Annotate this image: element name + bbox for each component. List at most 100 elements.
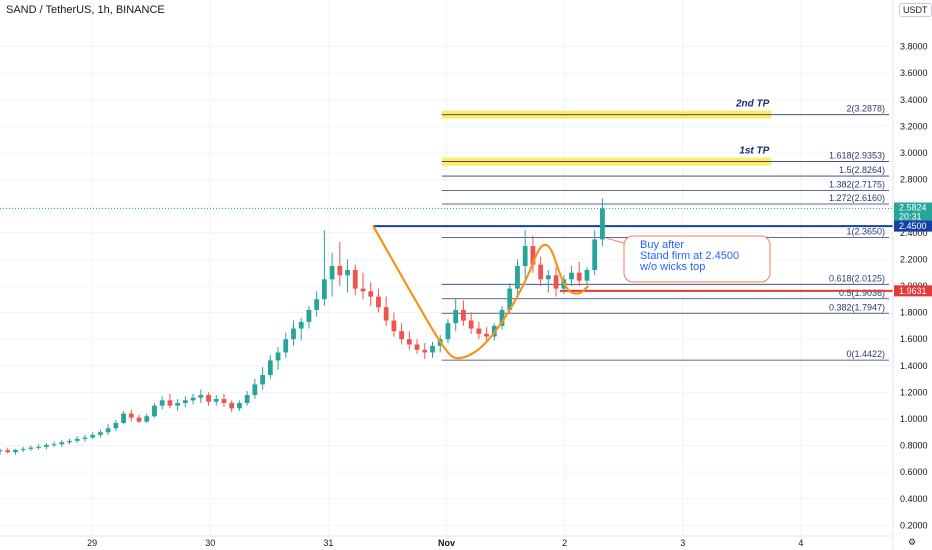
fib-level-label: 1.382(2.7175) — [829, 180, 885, 190]
candle-body — [422, 349, 428, 353]
y-tick-label: 2.2000 — [900, 254, 928, 264]
candle-body — [430, 345, 435, 353]
support-price-tag: 1.9631 — [899, 286, 927, 296]
y-tick-label: 0.8000 — [900, 441, 928, 451]
candle-body — [360, 288, 366, 292]
fib-level-label: 1.5(2.8264) — [839, 165, 885, 175]
candle-body — [545, 275, 551, 280]
candle-body — [399, 331, 405, 340]
candle-body — [82, 437, 88, 439]
candle-body — [144, 416, 150, 422]
candle-body — [345, 269, 350, 276]
candle-body — [90, 434, 96, 438]
fib-level-label: 0.618(2.0125) — [829, 273, 885, 283]
candle-body — [229, 402, 235, 409]
currency-button[interactable]: USDT — [899, 3, 932, 17]
y-tick-label: 3.6000 — [900, 68, 928, 78]
candle-body — [206, 395, 211, 402]
y-tick-label: 1.6000 — [900, 334, 928, 344]
candle-body — [221, 399, 227, 403]
candle-body — [576, 272, 582, 281]
horizontal-levels — [0, 207, 893, 292]
y-tick-label: 3.0000 — [900, 148, 928, 158]
y-tick-label: 2.4000 — [900, 228, 928, 238]
candle-body — [461, 309, 466, 321]
y-tick-label: 0.6000 — [900, 467, 928, 477]
fib-level-label: 2(3.2878) — [846, 104, 885, 114]
candle-body — [275, 352, 281, 361]
candle-body — [298, 321, 304, 329]
candle-body — [51, 444, 57, 446]
countdown-tag: 20:31 — [899, 211, 922, 221]
candle-body — [267, 360, 273, 376]
x-tick-label: 2 — [562, 538, 567, 548]
fib-level-label: 0.5(1.9036) — [839, 288, 885, 298]
candle-body — [569, 272, 574, 280]
cup-and-handle-path — [372, 225, 590, 360]
candle-body — [244, 395, 250, 403]
candle-body — [376, 296, 381, 308]
candle-body — [383, 307, 389, 321]
y-tick-label: 0.4000 — [900, 494, 928, 504]
candle-body — [453, 309, 459, 324]
y-tick-label: 3.8000 — [900, 42, 928, 52]
candle-body — [113, 422, 119, 429]
candle-body — [198, 395, 204, 398]
candle-body — [0, 450, 3, 452]
current-price-tag: 2.5824 — [899, 202, 927, 212]
time-axis[interactable]: 29 30 31 Nov 2 3 4 — [87, 538, 803, 548]
candle-body — [136, 417, 142, 422]
y-tick-label: 1.0000 — [900, 414, 928, 424]
callout-box — [623, 235, 771, 283]
candle-body — [530, 246, 536, 265]
fib-level-label: 1(2.3650) — [846, 226, 885, 236]
candle-body — [167, 400, 173, 406]
candle-body — [190, 397, 196, 401]
candle-body — [67, 440, 72, 443]
chart-title: SAND / TetherUS, 1h, BINANCE — [6, 4, 165, 16]
fib-level-label: 1.618(2.9353) — [829, 151, 885, 161]
candle-body — [592, 239, 598, 270]
candle-body — [445, 323, 451, 340]
candle-body — [28, 447, 34, 449]
candle-body — [74, 438, 80, 441]
callout-line-3: w/o wicks top — [639, 261, 705, 273]
x-tick-label: 3 — [680, 538, 685, 548]
candle-body — [414, 344, 420, 350]
callout-line-1: Buy after — [640, 239, 684, 251]
candle-body — [260, 375, 265, 385]
candle-body — [13, 449, 18, 453]
candle-body — [476, 328, 482, 334]
y-tick-label: 2.8000 — [900, 175, 928, 185]
candle-body — [5, 450, 11, 453]
scale-mode-icon[interactable]: ⚙ — [907, 537, 917, 547]
candle-body — [237, 402, 242, 409]
candle-body — [314, 299, 320, 310]
resistance-price-tag: 2.4500 — [899, 221, 927, 231]
y-tick-label: 3.2000 — [900, 121, 928, 131]
candle-body — [391, 320, 397, 332]
candle-body — [499, 309, 505, 326]
candle-body — [584, 269, 590, 281]
candle-body — [43, 444, 49, 447]
candle-body — [213, 399, 219, 402]
x-tick-label: 31 — [323, 538, 333, 548]
y-tick-label: 1.8000 — [900, 308, 928, 318]
candle-body — [20, 448, 26, 450]
candle-body — [337, 266, 343, 276]
candle-body — [538, 264, 544, 280]
candle-body — [159, 400, 165, 406]
candle-body — [507, 288, 513, 310]
x-tick-label: 29 — [87, 538, 97, 548]
candle-body — [291, 328, 296, 340]
y-tick-label: 3.4000 — [900, 95, 928, 105]
candle-body — [152, 405, 157, 417]
fib-level-label: 0(1.4422) — [846, 349, 885, 359]
candle-body — [484, 333, 489, 337]
candle-body — [98, 432, 103, 435]
x-tick-label: 4 — [798, 538, 803, 548]
candle-body — [600, 208, 605, 240]
take-profit-label: 2nd TP — [735, 99, 770, 110]
